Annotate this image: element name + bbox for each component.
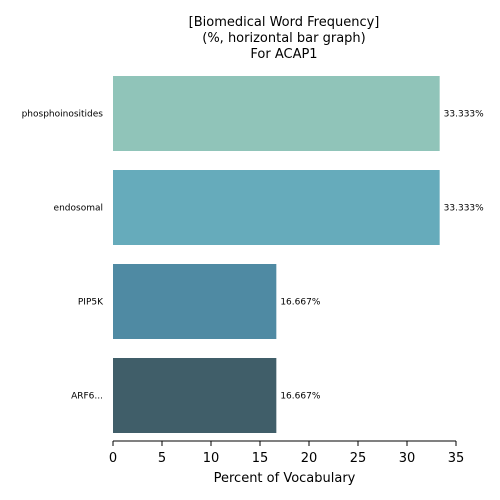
category-label-0: phosphoinositides xyxy=(22,110,104,120)
bar-0 xyxy=(113,76,440,151)
x-tick-label-4: 20 xyxy=(301,451,318,466)
category-labels: phosphoinositides endosomal PIP5K ARF6... xyxy=(22,110,105,402)
category-label-2: PIP5K xyxy=(78,298,104,308)
x-tick-label-5: 25 xyxy=(350,451,367,466)
bars-group xyxy=(113,76,440,433)
data-label-2: 16.667% xyxy=(280,298,320,308)
bar-1 xyxy=(113,170,440,245)
data-label-0: 33.333% xyxy=(444,110,484,120)
data-labels: 33.333% 33.333% 16.667% 16.667% xyxy=(280,110,484,402)
x-tick-label-6: 30 xyxy=(399,451,416,466)
title-line-1: [Biomedical Word Frequency] xyxy=(189,15,380,30)
x-tick-label-3: 15 xyxy=(252,451,269,466)
x-axis-title: Percent of Vocabulary xyxy=(214,471,356,486)
data-label-3: 16.667% xyxy=(280,392,320,402)
x-tick-label-1: 5 xyxy=(158,451,166,466)
x-tick-label-0: 0 xyxy=(109,451,117,466)
x-tick-label-7: 35 xyxy=(448,451,465,466)
title-line-3: For ACAP1 xyxy=(250,47,317,62)
category-label-1: endosomal xyxy=(54,204,103,214)
bar-2 xyxy=(113,264,277,339)
bar-3 xyxy=(113,358,277,433)
category-label-3: ARF6... xyxy=(71,392,103,402)
data-label-1: 33.333% xyxy=(444,204,484,214)
x-axis: 0 5 10 15 20 25 30 35 xyxy=(109,440,465,466)
title-line-2: (%, horizontal bar graph) xyxy=(202,31,365,46)
chart-title: [Biomedical Word Frequency] (%, horizont… xyxy=(189,15,380,62)
x-tick-label-2: 10 xyxy=(203,451,220,466)
